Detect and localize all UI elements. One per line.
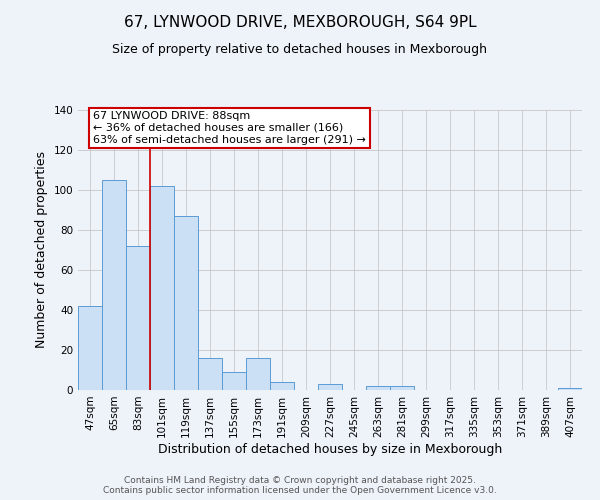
Bar [390, 386, 414, 390]
Bar [366, 386, 390, 390]
Y-axis label: Number of detached properties: Number of detached properties [35, 152, 48, 348]
Bar [222, 372, 246, 390]
Text: 67 LYNWOOD DRIVE: 88sqm
← 36% of detached houses are smaller (166)
63% of semi-d: 67 LYNWOOD DRIVE: 88sqm ← 36% of detache… [93, 112, 366, 144]
Bar [246, 358, 270, 390]
Bar [198, 358, 222, 390]
Bar [126, 246, 150, 390]
Bar [174, 216, 198, 390]
Bar [270, 382, 294, 390]
Bar [558, 388, 582, 390]
Text: Contains HM Land Registry data © Crown copyright and database right 2025.
Contai: Contains HM Land Registry data © Crown c… [103, 476, 497, 495]
Text: 67, LYNWOOD DRIVE, MEXBOROUGH, S64 9PL: 67, LYNWOOD DRIVE, MEXBOROUGH, S64 9PL [124, 15, 476, 30]
X-axis label: Distribution of detached houses by size in Mexborough: Distribution of detached houses by size … [158, 442, 502, 456]
Bar [102, 180, 126, 390]
Bar [318, 384, 342, 390]
Bar [78, 306, 102, 390]
Text: Size of property relative to detached houses in Mexborough: Size of property relative to detached ho… [113, 42, 487, 56]
Bar [150, 186, 174, 390]
